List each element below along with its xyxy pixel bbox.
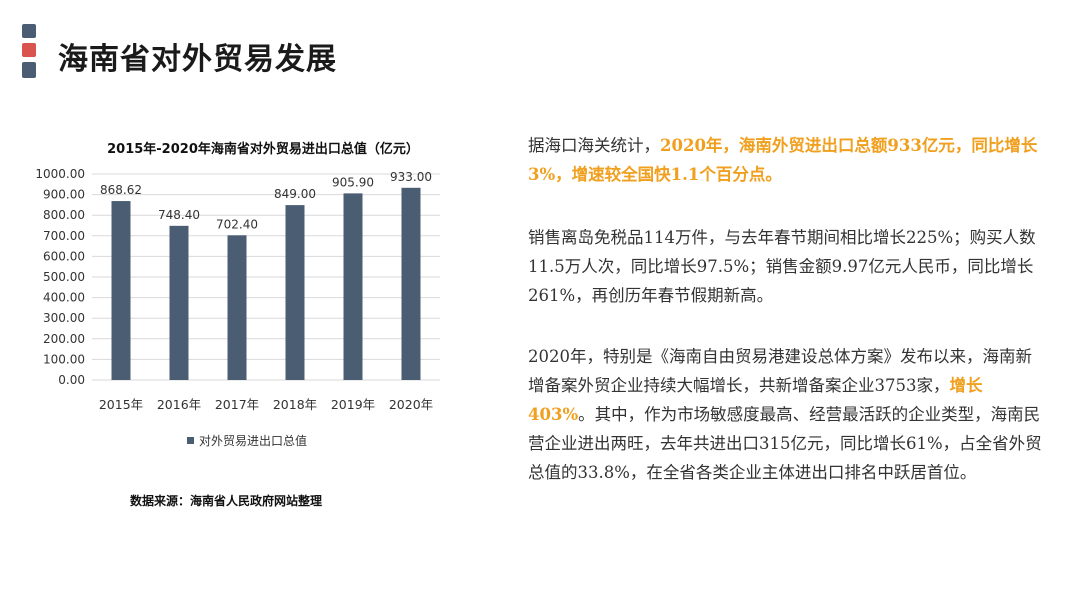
- y-tick-label: 700.00: [43, 229, 85, 243]
- y-tick-label: 400.00: [43, 291, 85, 305]
- bar: [111, 201, 131, 380]
- body-text: 2020年，特别是《海南自由贸易港建设总体方案》发布以来，海南新增备案外贸企业持…: [528, 347, 1032, 395]
- bar: [285, 205, 305, 380]
- x-tick-label: 2016年: [157, 397, 201, 412]
- y-tick-label: 1000.00: [35, 167, 85, 181]
- bar: [169, 225, 189, 380]
- bar: [227, 235, 247, 380]
- body-text: 。其中，作为市场敏感度最高、经营最活跃的企业类型，海南民营企业进出两旺，去年共进…: [528, 405, 1042, 482]
- y-tick-label: 200.00: [43, 332, 85, 346]
- body-text: 据海口海关统计，: [528, 136, 660, 155]
- x-tick-label: 2015年: [99, 397, 143, 412]
- bar: [401, 187, 421, 380]
- y-tick-label: 800.00: [43, 208, 85, 222]
- y-tick-label: 0.00: [58, 373, 85, 387]
- x-tick-label: 2020年: [389, 397, 433, 412]
- x-tick-label: 2018年: [273, 397, 317, 412]
- data-label: 849.00: [274, 187, 316, 201]
- y-tick-label: 600.00: [43, 249, 85, 263]
- title-deco-bottom: [22, 62, 36, 78]
- title-deco-top: [22, 24, 36, 38]
- highlight-text: 增长403%: [528, 376, 983, 424]
- chart-title: 2015年-2020年海南省对外贸易进出口总值（亿元）: [107, 142, 419, 157]
- bar: [343, 193, 363, 380]
- data-label: 905.90: [332, 175, 374, 189]
- y-tick-label: 500.00: [43, 270, 85, 284]
- paragraph-enterprise-growth: 2020年，特别是《海南自由贸易港建设总体方案》发布以来，海南新增备案外贸企业持…: [528, 342, 1046, 487]
- data-label: 748.40: [158, 208, 200, 222]
- title-deco-middle: [22, 43, 36, 57]
- data-label: 933.00: [390, 170, 432, 184]
- page-title: 海南省对外贸易发展: [58, 42, 337, 77]
- paragraph-customs-stats: 据海口海关统计，2020年，海南外贸进出口总额933亿元，同比增长3%，增速较全…: [528, 131, 1046, 189]
- chart-legend: 对外贸易进出口总值: [187, 432, 307, 449]
- data-label: 702.40: [216, 217, 258, 231]
- y-tick-label: 100.00: [43, 352, 85, 366]
- paragraph-duty-free-sales: 销售离岛免税品114万件，与去年春节期间相比增长225%；购买人数11.5万人次…: [528, 223, 1046, 310]
- legend-label: 对外贸易进出口总值: [199, 434, 308, 448]
- body-text: 销售离岛免税品114万件，与去年春节期间相比增长225%；购买人数11.5万人次…: [528, 228, 1036, 305]
- legend-swatch: [187, 437, 194, 444]
- x-tick-label: 2017年: [215, 397, 259, 412]
- y-tick-label: 900.00: [43, 188, 85, 202]
- highlight-text: 2020年，海南外贸进出口总额933亿元，同比增长3%，增速较全国快1.1个百分…: [528, 136, 1038, 184]
- data-source-note: 数据来源：海南省人民政府网站整理: [130, 494, 323, 508]
- data-label: 868.62: [100, 183, 142, 197]
- y-tick-label: 300.00: [43, 311, 85, 325]
- x-tick-label: 2019年: [331, 397, 375, 412]
